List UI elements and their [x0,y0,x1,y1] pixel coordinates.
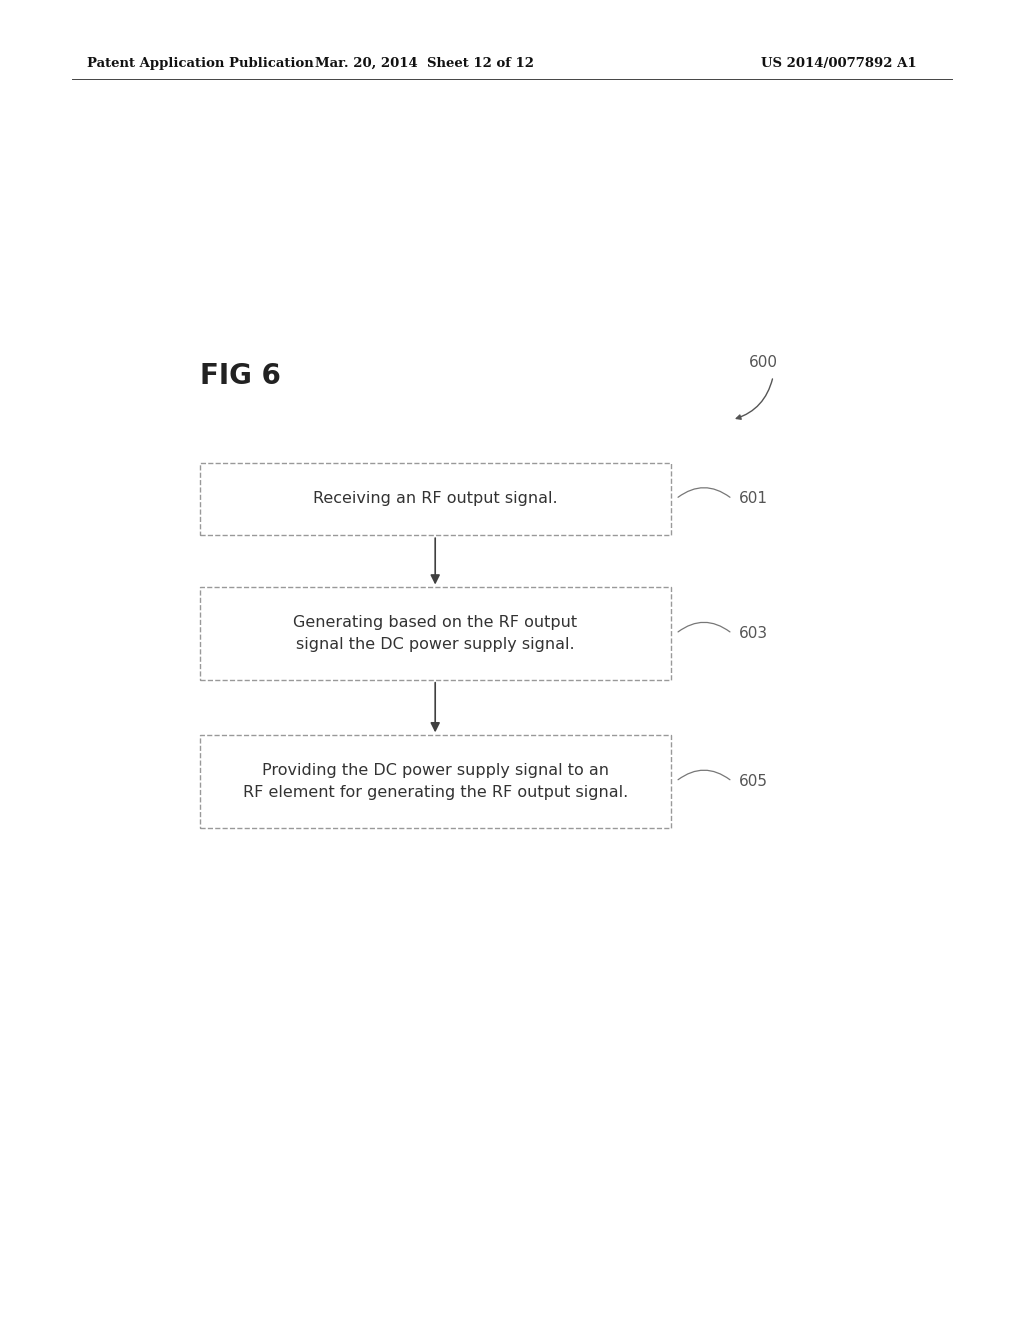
FancyBboxPatch shape [200,462,671,536]
Text: Patent Application Publication: Patent Application Publication [87,57,313,70]
Text: Receiving an RF output signal.: Receiving an RF output signal. [313,491,557,507]
FancyBboxPatch shape [200,587,671,680]
Text: 600: 600 [749,355,777,370]
Text: US 2014/0077892 A1: US 2014/0077892 A1 [761,57,916,70]
Text: 605: 605 [739,774,768,789]
Text: Mar. 20, 2014  Sheet 12 of 12: Mar. 20, 2014 Sheet 12 of 12 [315,57,535,70]
Text: FIG 6: FIG 6 [200,362,281,391]
Text: 601: 601 [739,491,768,507]
FancyBboxPatch shape [200,735,671,828]
Text: Generating based on the RF output
signal the DC power supply signal.: Generating based on the RF output signal… [293,615,578,652]
Text: 603: 603 [739,626,768,642]
Text: Providing the DC power supply signal to an
RF element for generating the RF outp: Providing the DC power supply signal to … [243,763,628,800]
